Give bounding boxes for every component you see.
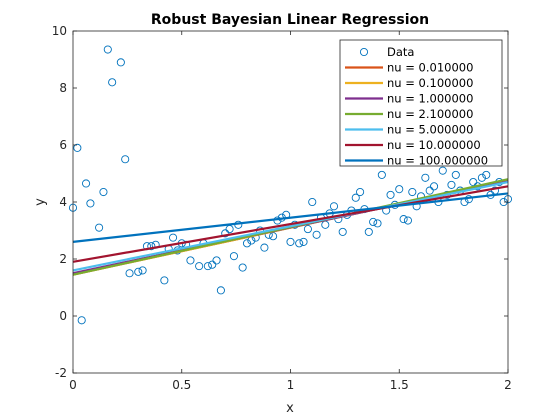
y-tick-label: 8	[59, 81, 67, 95]
data-point	[86, 199, 95, 208]
data-point	[338, 227, 347, 236]
y-tick-label: 2	[59, 252, 67, 266]
data-point	[208, 260, 217, 269]
data-point	[260, 243, 269, 252]
data-point	[195, 262, 204, 271]
data-point	[216, 286, 225, 295]
data-point	[438, 166, 447, 175]
legend-label: nu = 2.100000	[387, 107, 473, 121]
x-tick-label: 1.5	[390, 378, 409, 392]
y-tick-label: 6	[59, 138, 67, 152]
y-axis-label: y	[33, 198, 48, 206]
chart-title: Robust Bayesian Linear Regression	[151, 12, 429, 28]
legend-label: nu = 1.000000	[387, 92, 473, 106]
y-tick-label: 10	[52, 24, 67, 38]
data-point	[421, 173, 430, 182]
data-point	[329, 202, 339, 211]
data-point	[312, 230, 321, 239]
data-point	[125, 269, 134, 278]
data-point	[399, 215, 408, 224]
data-point	[403, 216, 413, 225]
data-point	[308, 197, 317, 207]
legend-label: nu = 100.000000	[387, 154, 488, 168]
data-point	[103, 45, 112, 54]
data-point	[482, 170, 491, 179]
data-point	[351, 193, 360, 202]
x-tick-label: 2	[504, 378, 512, 392]
fit-line	[72, 192, 509, 243]
x-tick-label: 0	[69, 378, 77, 392]
data-point	[73, 143, 82, 152]
data-point	[356, 187, 365, 197]
fit-line	[72, 185, 509, 263]
legend-label: nu = 10.000000	[387, 138, 481, 152]
data-point	[186, 256, 195, 265]
data-point	[221, 229, 230, 238]
data-point	[95, 223, 104, 232]
fit-line	[72, 180, 509, 272]
data-point	[369, 217, 378, 226]
data-point	[160, 276, 169, 285]
data-point	[429, 182, 439, 191]
legend-label: nu = 0.010000	[387, 61, 473, 75]
legend-label: Data	[387, 45, 414, 59]
legend-label: nu = 0.100000	[387, 76, 473, 90]
data-point	[303, 225, 312, 234]
data-point	[364, 227, 373, 236]
data-point	[134, 267, 143, 276]
data-point	[168, 233, 178, 242]
data-point	[147, 242, 156, 251]
data-point	[299, 237, 308, 246]
y-axis-ticks: -2 0 2 4 6 8 10	[52, 24, 508, 380]
data-point	[408, 187, 417, 197]
x-axis-ticks: 0 0.5 1 1.5 2	[69, 31, 512, 392]
legend-marker-data	[359, 47, 369, 57]
data-point	[373, 219, 382, 228]
fit-lines-layer	[72, 178, 509, 276]
data-point	[121, 155, 130, 164]
y-tick-label: 4	[59, 195, 67, 209]
legend-label: nu = 5.000000	[387, 123, 473, 137]
data-point	[425, 186, 434, 195]
data-point	[447, 180, 456, 189]
data-point	[138, 266, 147, 275]
data-point	[386, 190, 395, 199]
data-point	[242, 239, 252, 248]
data-point	[295, 239, 304, 248]
data-point	[269, 232, 278, 241]
x-axis-label: x	[286, 401, 294, 416]
data-point	[377, 170, 386, 179]
data-point	[451, 170, 460, 179]
data-point	[99, 187, 108, 197]
data-point	[77, 316, 86, 325]
data-point	[108, 78, 117, 87]
y-tick-label: 0	[59, 309, 67, 323]
data-point	[82, 179, 91, 188]
x-tick-label: 0.5	[172, 378, 191, 392]
data-point	[116, 58, 125, 67]
data-point	[395, 185, 404, 194]
data-point	[212, 256, 221, 265]
data-point	[469, 177, 478, 187]
data-point	[286, 237, 295, 246]
x-tick-label: 1	[287, 378, 295, 392]
data-point	[477, 173, 486, 182]
y-tick-label: -2	[55, 366, 67, 380]
data-point	[229, 252, 238, 261]
data-point	[238, 263, 247, 272]
data-point	[203, 262, 212, 271]
